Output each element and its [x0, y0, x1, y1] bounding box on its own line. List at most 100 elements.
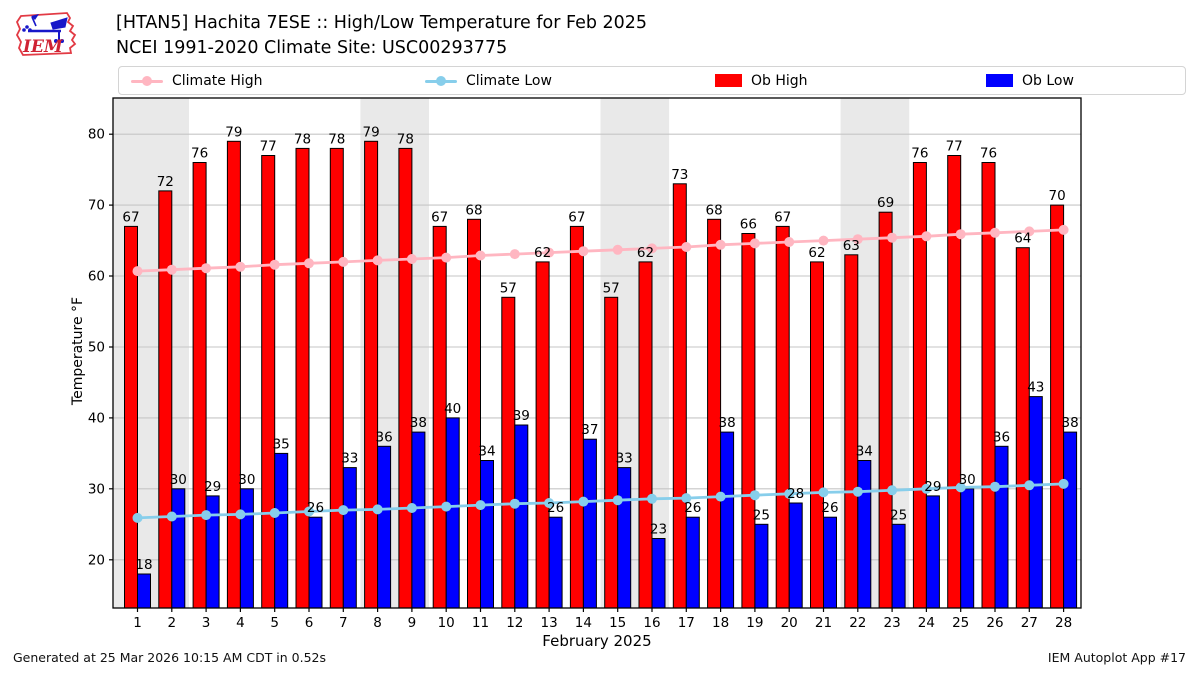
ob-low-bar — [480, 460, 494, 609]
ob-high-value-label: 57 — [603, 280, 620, 296]
climate-low-marker — [201, 510, 212, 521]
ob-high-value-label: 76 — [191, 146, 208, 162]
climate-low-marker — [544, 498, 555, 508]
x-tick-label: 5 — [270, 615, 279, 631]
climate-high-marker — [544, 247, 555, 258]
ob-low-bar — [823, 516, 837, 609]
climate-low-marker — [852, 486, 863, 497]
legend-label: Climate Low — [466, 72, 552, 89]
ob-high-bar — [398, 147, 413, 609]
climate-high-marker — [132, 266, 143, 277]
ob-low-value-label: 30 — [170, 472, 187, 488]
climate-low-marker — [715, 491, 726, 502]
climate-low-line-marker — [425, 75, 457, 86]
ob-high-bar — [535, 261, 550, 609]
ob-high-bar — [878, 211, 893, 609]
climate-high-marker — [406, 254, 417, 264]
ob-low-value-label: 36 — [993, 429, 1010, 445]
ob-high-value-label: 76 — [911, 146, 928, 162]
x-tick-label: 6 — [305, 615, 314, 631]
ob-high-value-label: 64 — [1014, 231, 1031, 247]
ob-low-bar — [960, 488, 975, 609]
climate-low-marker — [681, 493, 692, 504]
page-title: [HTAN5] Hachita 7ESE :: High/Low Tempera… — [116, 13, 648, 33]
ob-low-bar — [239, 488, 254, 609]
climate-high-marker — [441, 252, 452, 263]
climate-low-marker — [955, 482, 966, 493]
ob-low-value-label: 33 — [616, 451, 633, 467]
climate-low-marker — [921, 483, 932, 494]
ob-low-bar — [994, 445, 1009, 609]
x-tick-label: 27 — [1021, 615, 1038, 631]
ob-high-bar — [1015, 247, 1030, 609]
climate-high-marker — [715, 239, 726, 250]
x-tick-label: 8 — [373, 615, 382, 631]
ob-low-value-label: 34 — [856, 444, 873, 460]
ob-high-value-label: 67 — [774, 209, 791, 225]
y-tick-label: 20 — [88, 552, 105, 568]
climate-high-marker — [201, 263, 212, 274]
ob-low-bar — [1028, 396, 1043, 609]
ob-low-value-label: 36 — [376, 429, 393, 445]
ob-high-value-label: 78 — [397, 131, 414, 147]
ob-high-bar — [638, 261, 653, 609]
ob-low-value-label: 23 — [650, 522, 667, 538]
climate-high-marker — [578, 246, 589, 257]
ob-high-value-label: 70 — [1049, 188, 1066, 204]
climate-high-marker — [955, 229, 966, 240]
climate-high-marker — [818, 235, 829, 246]
ob-low-bar — [651, 538, 666, 609]
x-tick-label: 20 — [781, 615, 798, 631]
page-subtitle: NCEI 1991-2020 Climate Site: USC00293775 — [116, 38, 508, 58]
ob-high-value-label: 76 — [980, 146, 997, 162]
legend-item-climate-high: Climate High — [131, 67, 263, 94]
x-tick-label: 14 — [575, 615, 592, 631]
ob-low-value-label: 26 — [684, 500, 701, 516]
ob-low-bar — [720, 431, 735, 609]
y-tick-label: 70 — [88, 198, 105, 214]
ob-high-bar — [192, 162, 207, 609]
x-tick-label: 13 — [541, 615, 558, 631]
ob-high-bar — [158, 190, 173, 609]
y-tick-label: 60 — [88, 269, 105, 285]
x-tick-label: 11 — [472, 615, 489, 631]
climate-low-marker — [784, 488, 795, 499]
ob-low-value-label: 37 — [581, 422, 598, 438]
climate-low-marker — [372, 504, 383, 515]
climate-low-marker — [818, 487, 829, 498]
ob-high-value-label: 67 — [568, 209, 585, 225]
ob-high-bar — [124, 225, 138, 609]
ob-low-value-label: 25 — [890, 507, 907, 523]
ob-low-value-label: 30 — [238, 472, 255, 488]
ob-low-bar — [308, 516, 323, 609]
climate-low-marker — [1024, 480, 1035, 491]
ob-high-value-label: 79 — [363, 124, 380, 140]
weather-vane-icon — [22, 14, 68, 43]
y-axis-label: Temperature °F — [70, 296, 86, 406]
x-tick-label: 24 — [918, 615, 935, 631]
ob-high-value-label: 62 — [808, 245, 825, 261]
x-tick-label: 17 — [678, 615, 695, 631]
climate-low-marker — [578, 496, 589, 507]
x-tick-label: 12 — [506, 615, 523, 631]
ob-high-bar — [261, 155, 276, 609]
x-tick-label: 16 — [643, 615, 660, 631]
ob-high-bar — [329, 147, 344, 609]
ob-low-bar — [171, 488, 186, 609]
ob-high-value-label: 78 — [328, 131, 345, 147]
ob-high-bar — [569, 225, 584, 609]
ob-high-value-label: 78 — [294, 131, 311, 147]
climate-low-marker — [338, 505, 349, 516]
ob-low-value-label: 18 — [135, 557, 152, 573]
ob-low-value-label: 26 — [547, 500, 564, 516]
x-tick-label: 7 — [339, 615, 348, 631]
legend-item-climate-low: Climate Low — [425, 67, 552, 94]
ob-low-value-label: 29 — [924, 479, 941, 495]
plot-area: 20 30 40 50 60 70 80 1 2 3 4 5 6 7 8 9 10 11 12 13 14 15 16 17 1… — [0, 90, 1200, 646]
climate-high-marker — [1058, 224, 1069, 235]
x-tick-label: 26 — [986, 615, 1003, 631]
climate-high-marker — [509, 249, 520, 260]
ob-low-value-label: 30 — [959, 472, 976, 488]
ob-high-value-label: 68 — [706, 202, 723, 218]
